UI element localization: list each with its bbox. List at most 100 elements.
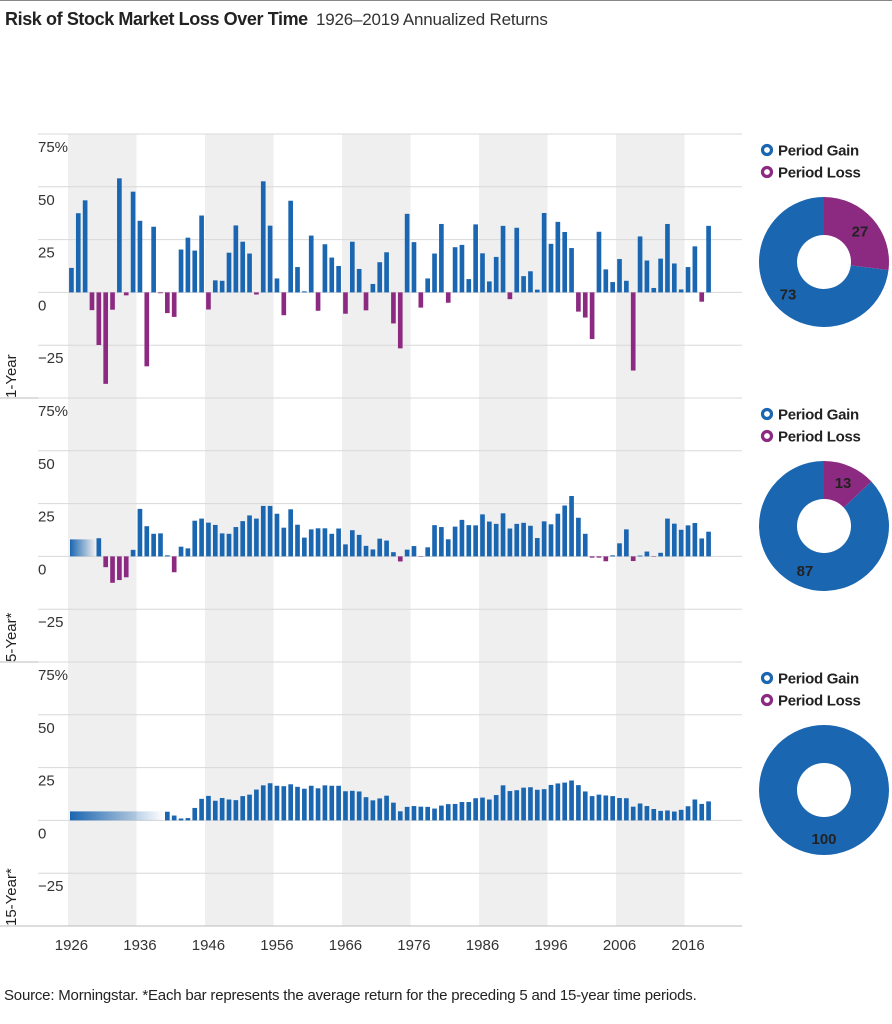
bar [487,521,492,557]
bar [391,292,396,324]
bar [692,246,698,293]
bar [254,789,259,821]
bar [521,787,526,821]
bar [500,513,506,557]
bar [425,547,431,557]
bar [624,280,629,293]
bar [445,539,451,557]
chart-title: Risk of Stock Market Loss Over Time [5,9,308,29]
bar [562,782,568,821]
decade-band [479,134,548,398]
bar [589,292,595,340]
bar [493,523,499,557]
bar [692,523,698,557]
bar [521,276,526,293]
bar [610,555,615,557]
bar [459,519,465,557]
bar [199,798,204,821]
bar [295,267,300,293]
bar [192,807,198,821]
bar [514,790,520,821]
slice-label: 73 [780,287,797,304]
bar [110,292,115,310]
x-tick-label: 1966 [329,937,362,954]
bar [685,525,691,557]
bar [603,556,609,562]
bar [288,509,293,557]
bar [260,505,266,557]
decade-band [342,398,411,662]
bar [706,225,711,293]
bar [541,789,547,821]
legend-marker [760,429,774,443]
bar [295,524,300,557]
bar [165,811,170,821]
slice-label: 27 [852,223,869,240]
bar [185,237,191,293]
bar [493,795,499,821]
chart-heading: Risk of Stock Market Loss Over Time 1926… [5,9,548,29]
bar [212,524,218,557]
bar [493,256,499,293]
bar [651,287,657,293]
bar [130,191,136,293]
bar [260,181,266,293]
bar [548,243,554,293]
y-tick-label: −25 [38,350,63,367]
bar [480,514,485,557]
x-tick-label: 1996 [534,937,567,954]
bar [534,789,540,821]
x-tick-label: 2006 [603,937,636,954]
y-tick-label: 0 [38,561,46,578]
legend-label: Period Loss [778,165,861,182]
bar [548,784,554,821]
bar [706,531,711,557]
bar [336,266,341,293]
bar [281,527,287,557]
no-data-fade [70,811,164,821]
bar [665,518,670,557]
bar [130,549,136,557]
bar [171,292,177,317]
bar [678,289,684,293]
bar [637,236,643,293]
bar [603,795,609,821]
donut-slice [759,197,889,327]
bar [254,518,259,557]
bar [671,263,677,293]
bar [507,791,513,821]
bar [658,552,663,557]
bar [391,552,396,557]
bar [514,523,520,557]
bar [349,790,355,821]
bar [555,783,561,821]
bar [658,810,663,821]
bar [370,800,376,821]
bar [158,533,163,557]
bar [685,806,691,821]
bar [528,787,533,821]
bar [267,225,273,293]
bar [212,280,218,293]
y-tick-label: 50 [38,456,55,473]
bar [404,213,410,293]
bar [281,292,287,316]
axis-label: 15-Year* [3,868,20,926]
bar [322,244,328,293]
bar [240,796,246,821]
bar [418,292,424,308]
bar [165,555,170,557]
bar [199,518,204,557]
bar [452,803,458,821]
bar [534,289,540,293]
bar [240,241,246,293]
bar [582,292,588,318]
bar [391,802,396,821]
bar [562,231,568,293]
bar [226,252,232,293]
bar [336,528,341,557]
bar [110,556,115,583]
bar [445,292,451,303]
bar [624,798,629,821]
bar [315,528,321,557]
